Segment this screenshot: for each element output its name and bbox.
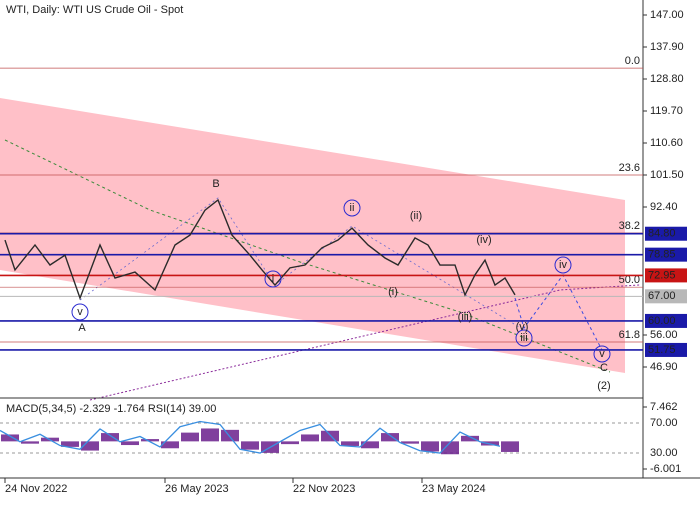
macd-bar — [341, 441, 359, 446]
wave-label: (i) — [388, 286, 398, 298]
level-box — [645, 247, 687, 262]
wave-label: iv — [559, 259, 567, 271]
wave-circle — [71, 303, 89, 321]
fib-label: 61.8 — [619, 329, 640, 341]
indicator-title: MACD(5,34,5) -2.329 -1.764 RSI(14) 39.00 — [6, 403, 216, 415]
y-tick-label: 110.60 — [650, 137, 683, 149]
trend-guide — [89, 284, 641, 401]
level-label: 60.00 — [648, 315, 676, 327]
y-tick-label: 7.462 — [650, 401, 678, 413]
level-box — [645, 313, 687, 328]
x-tick-label: 26 May 2023 — [165, 483, 229, 495]
macd-bar — [181, 432, 199, 442]
level-box — [645, 289, 687, 304]
fib-label: 23.6 — [619, 162, 640, 174]
fib-label: 0.0 — [625, 55, 640, 67]
y-tick-label: 46.90 — [650, 361, 678, 373]
wave-circle — [343, 199, 361, 217]
price-line — [4, 198, 516, 301]
wave-circle — [264, 270, 282, 288]
y-tick-label: 119.70 — [650, 105, 683, 117]
wave-label: v — [599, 348, 605, 360]
rsi-line — [0, 420, 501, 454]
macd-bar — [161, 441, 179, 449]
macd-bar — [441, 441, 459, 455]
macd-bar — [281, 441, 299, 445]
level-label: 67.00 — [648, 290, 676, 302]
x-tick-label: 24 Nov 2022 — [5, 483, 67, 495]
wave-label: B — [212, 178, 219, 190]
level-box — [645, 342, 687, 357]
y-tick-label: 147.00 — [650, 9, 684, 21]
macd-bar — [121, 441, 139, 446]
level-label: 78.85 — [648, 249, 676, 261]
macd-bar — [141, 439, 159, 442]
wave-guide — [4, 139, 611, 373]
macd-bar — [21, 441, 39, 444]
forecast-path — [514, 274, 603, 351]
y-tick-label: 128.80 — [650, 73, 684, 85]
macd-bar — [461, 435, 479, 442]
x-tick-label: 23 May 2024 — [422, 483, 486, 495]
macd-bar — [501, 441, 519, 452]
macd-bar — [401, 441, 419, 444]
y-tick-label: 101.50 — [650, 169, 684, 181]
x-tick-label: 22 Nov 2023 — [293, 483, 355, 495]
chart-title: WTI, Daily: WTI US Crude Oil - Spot — [6, 4, 183, 16]
wave-label: (iv) — [476, 234, 491, 246]
wave-label: iii — [520, 332, 527, 344]
level-box — [645, 226, 687, 241]
macd-bar — [1, 434, 19, 442]
wave-circle — [554, 256, 572, 274]
wave-label: A — [78, 322, 86, 334]
y-tick-label: 92.40 — [650, 201, 678, 213]
channel — [0, 98, 625, 373]
wave-label: (v) — [516, 321, 529, 333]
wave-label: v — [77, 306, 83, 318]
macd-bar — [101, 433, 119, 442]
level-box — [645, 268, 687, 283]
fib-label: 50.0 — [619, 274, 640, 286]
macd-bar — [321, 430, 339, 442]
y2-tick-label: 30.00 — [650, 447, 678, 459]
wave-label: i — [272, 273, 274, 285]
fib-label: 38.2 — [619, 220, 640, 232]
macd-bar — [221, 429, 239, 442]
y2-tick-label: 70.00 — [650, 417, 678, 429]
wave-label: (ii) — [410, 210, 422, 222]
wave-circle — [515, 329, 533, 347]
macd-bar — [81, 441, 99, 451]
macd-bar — [421, 441, 439, 452]
wave-label: ii — [350, 202, 355, 214]
macd-bar — [361, 441, 379, 449]
macd-bar — [241, 441, 259, 450]
wave-circle — [593, 345, 611, 363]
wave-label: (2) — [597, 380, 610, 392]
macd-bar — [381, 433, 399, 442]
macd-bar — [301, 434, 319, 442]
y-tick-label: 137.90 — [650, 41, 684, 53]
level-label: 72.95 — [648, 269, 676, 281]
wave-label: (iii) — [458, 311, 473, 323]
y-tick-label: 56.00 — [650, 329, 678, 341]
y-tick-label: -6.001 — [650, 463, 681, 475]
wave-label: C — [600, 362, 608, 374]
level-label: 51.75 — [648, 344, 676, 356]
level-label: 84.80 — [648, 228, 676, 240]
macd-bar — [201, 428, 219, 442]
macd-bar — [61, 441, 79, 447]
